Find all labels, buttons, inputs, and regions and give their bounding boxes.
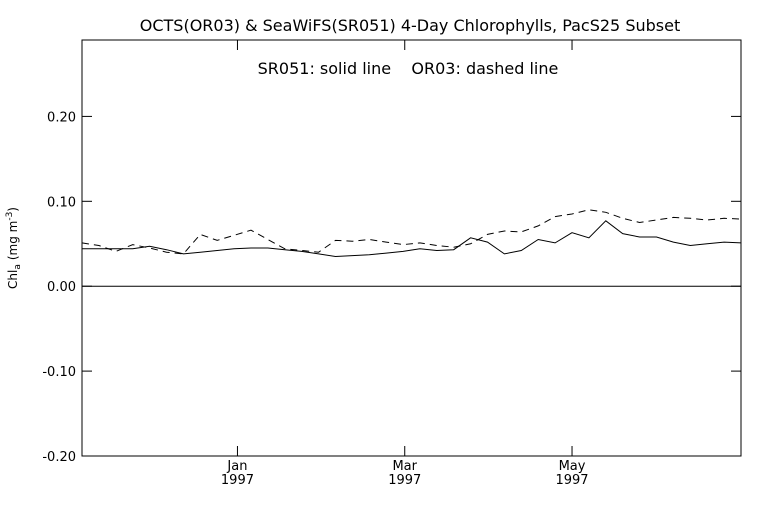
x-tick-label-year: 1997	[221, 473, 254, 488]
y-tick-label: 0.10	[47, 195, 76, 210]
series-line-sr051	[82, 220, 742, 258]
x-tick-label-year: 1997	[388, 473, 421, 488]
x-tick-label-month: May	[559, 459, 586, 474]
y-axis-label-exponent: -3	[5, 212, 15, 221]
y-axis-label-close: )	[6, 207, 20, 212]
series-legend-annotation: SR051: solid line OR03: dashed line	[258, 59, 559, 78]
y-axis-label: Chla (mg m-3)	[5, 207, 23, 289]
x-tick-label-month: Mar	[392, 459, 417, 474]
y-tick-label: -0.10	[42, 365, 76, 380]
y-tick-label: -0.20	[42, 450, 76, 465]
y-tick-label: 0.20	[47, 110, 76, 125]
plot-frame	[81, 39, 742, 457]
y-tick-label: 0.00	[47, 280, 76, 295]
chart-title: OCTS(OR03) & SeaWiFS(SR051) 4-Day Chloro…	[140, 16, 680, 35]
y-axis-label-main: Chl	[6, 270, 20, 289]
y-axis-label-subscript: a	[13, 264, 23, 270]
y-axis-label-units: (mg m	[6, 221, 20, 261]
x-tick-label-year: 1997	[555, 473, 588, 488]
x-tick-label-month: Jan	[226, 459, 247, 474]
plot-layer: -0.20-0.100.000.100.20Jan1997Mar1997May1…	[42, 40, 742, 488]
series-line-or03	[81, 209, 742, 255]
